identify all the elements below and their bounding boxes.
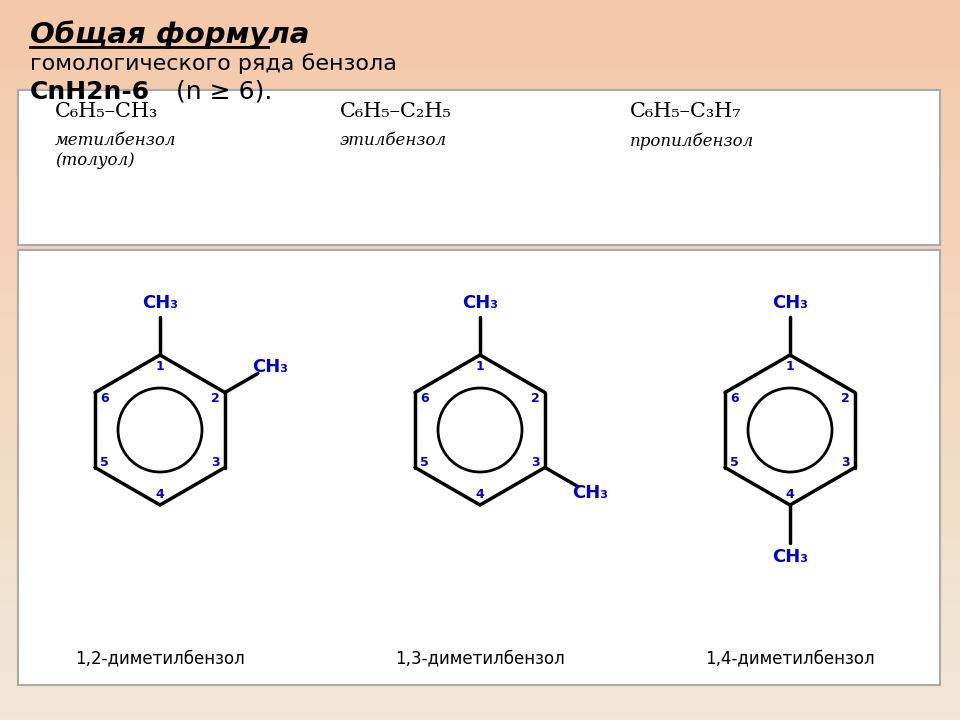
Text: пропилбензол: пропилбензол <box>630 132 755 150</box>
Text: 2: 2 <box>211 392 220 405</box>
Text: C₆H₅–C₂H₅: C₆H₅–C₂H₅ <box>340 102 452 121</box>
FancyBboxPatch shape <box>18 250 940 685</box>
Text: 3: 3 <box>841 456 850 469</box>
Text: 3: 3 <box>531 456 540 469</box>
Text: CH₃: CH₃ <box>772 548 808 566</box>
Text: 1: 1 <box>475 359 485 372</box>
Text: 1,2-диметилбензол: 1,2-диметилбензол <box>75 649 245 667</box>
Text: 1: 1 <box>156 359 164 372</box>
Text: 1,3-диметилбензол: 1,3-диметилбензол <box>396 649 564 667</box>
Text: CH₃: CH₃ <box>252 358 288 376</box>
Text: 2: 2 <box>841 392 850 405</box>
Text: 1: 1 <box>785 359 794 372</box>
Text: 4: 4 <box>785 487 794 500</box>
Text: 5: 5 <box>420 456 429 469</box>
Text: CH₃: CH₃ <box>572 485 608 503</box>
Text: 3: 3 <box>211 456 220 469</box>
Text: CnH2n-6: CnH2n-6 <box>30 80 150 104</box>
Text: 6: 6 <box>731 392 739 405</box>
Text: 5: 5 <box>100 456 108 469</box>
Text: 4: 4 <box>156 487 164 500</box>
Text: метилбензол: метилбензол <box>55 132 177 149</box>
Text: CH₃: CH₃ <box>772 294 808 312</box>
Text: (толуол): (толуол) <box>55 152 134 169</box>
Text: (n ≥ 6).: (n ≥ 6). <box>168 80 273 104</box>
Text: C₆H₅–CH₃: C₆H₅–CH₃ <box>55 102 158 121</box>
Text: этилбензол: этилбензол <box>340 132 447 149</box>
Text: CH₃: CH₃ <box>462 294 498 312</box>
Text: CH₃: CH₃ <box>142 294 178 312</box>
Text: 6: 6 <box>420 392 429 405</box>
Text: 4: 4 <box>475 487 485 500</box>
FancyBboxPatch shape <box>18 90 940 245</box>
Text: 6: 6 <box>100 392 108 405</box>
Text: гомологического ряда бензола: гомологического ряда бензола <box>30 53 396 74</box>
Text: C₆H₅–C₃H₇: C₆H₅–C₃H₇ <box>630 102 741 121</box>
Text: Общая формула: Общая формула <box>30 20 309 49</box>
Text: 5: 5 <box>731 456 739 469</box>
Text: 1,4-диметилбензол: 1,4-диметилбензол <box>706 649 875 667</box>
Text: 2: 2 <box>531 392 540 405</box>
